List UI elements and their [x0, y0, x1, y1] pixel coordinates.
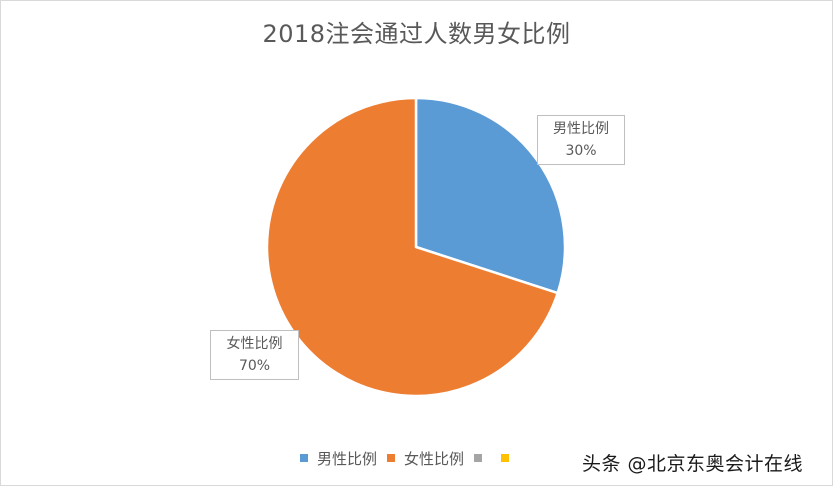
legend-swatch-blue-icon — [300, 454, 308, 462]
legend-swatch-orange-icon — [387, 454, 396, 462]
legend-item-female: 女性比例 — [387, 448, 464, 469]
chart-legend: 男性比例 女性比例 — [300, 447, 528, 469]
legend-swatch-yellow-icon — [501, 454, 510, 462]
legend-label-female: 女性比例 — [404, 449, 465, 468]
data-label-male-value: 30% — [565, 143, 597, 159]
legend-item-empty-4 — [501, 454, 518, 462]
data-label-male-name: 男性比例 — [553, 121, 609, 137]
watermark-text: 头条 @北京东奥会计在线 — [582, 453, 804, 475]
legend-item-male: 男性比例 — [300, 448, 377, 469]
pie-slices — [265, 96, 567, 398]
data-label-female-name: 女性比例 — [226, 336, 283, 352]
data-label-female: 女性比例 70% — [210, 330, 299, 380]
chart-title: 2018注会通过人数男女比例 — [262, 20, 571, 48]
data-label-male: 男性比例 30% — [537, 115, 625, 165]
legend-swatch-gray-icon — [474, 454, 483, 462]
legend-item-empty-3 — [474, 454, 491, 462]
pie-slice-male — [414, 96, 567, 295]
legend-label-male: 男性比例 — [317, 449, 378, 468]
data-label-female-value: 70% — [238, 358, 271, 374]
